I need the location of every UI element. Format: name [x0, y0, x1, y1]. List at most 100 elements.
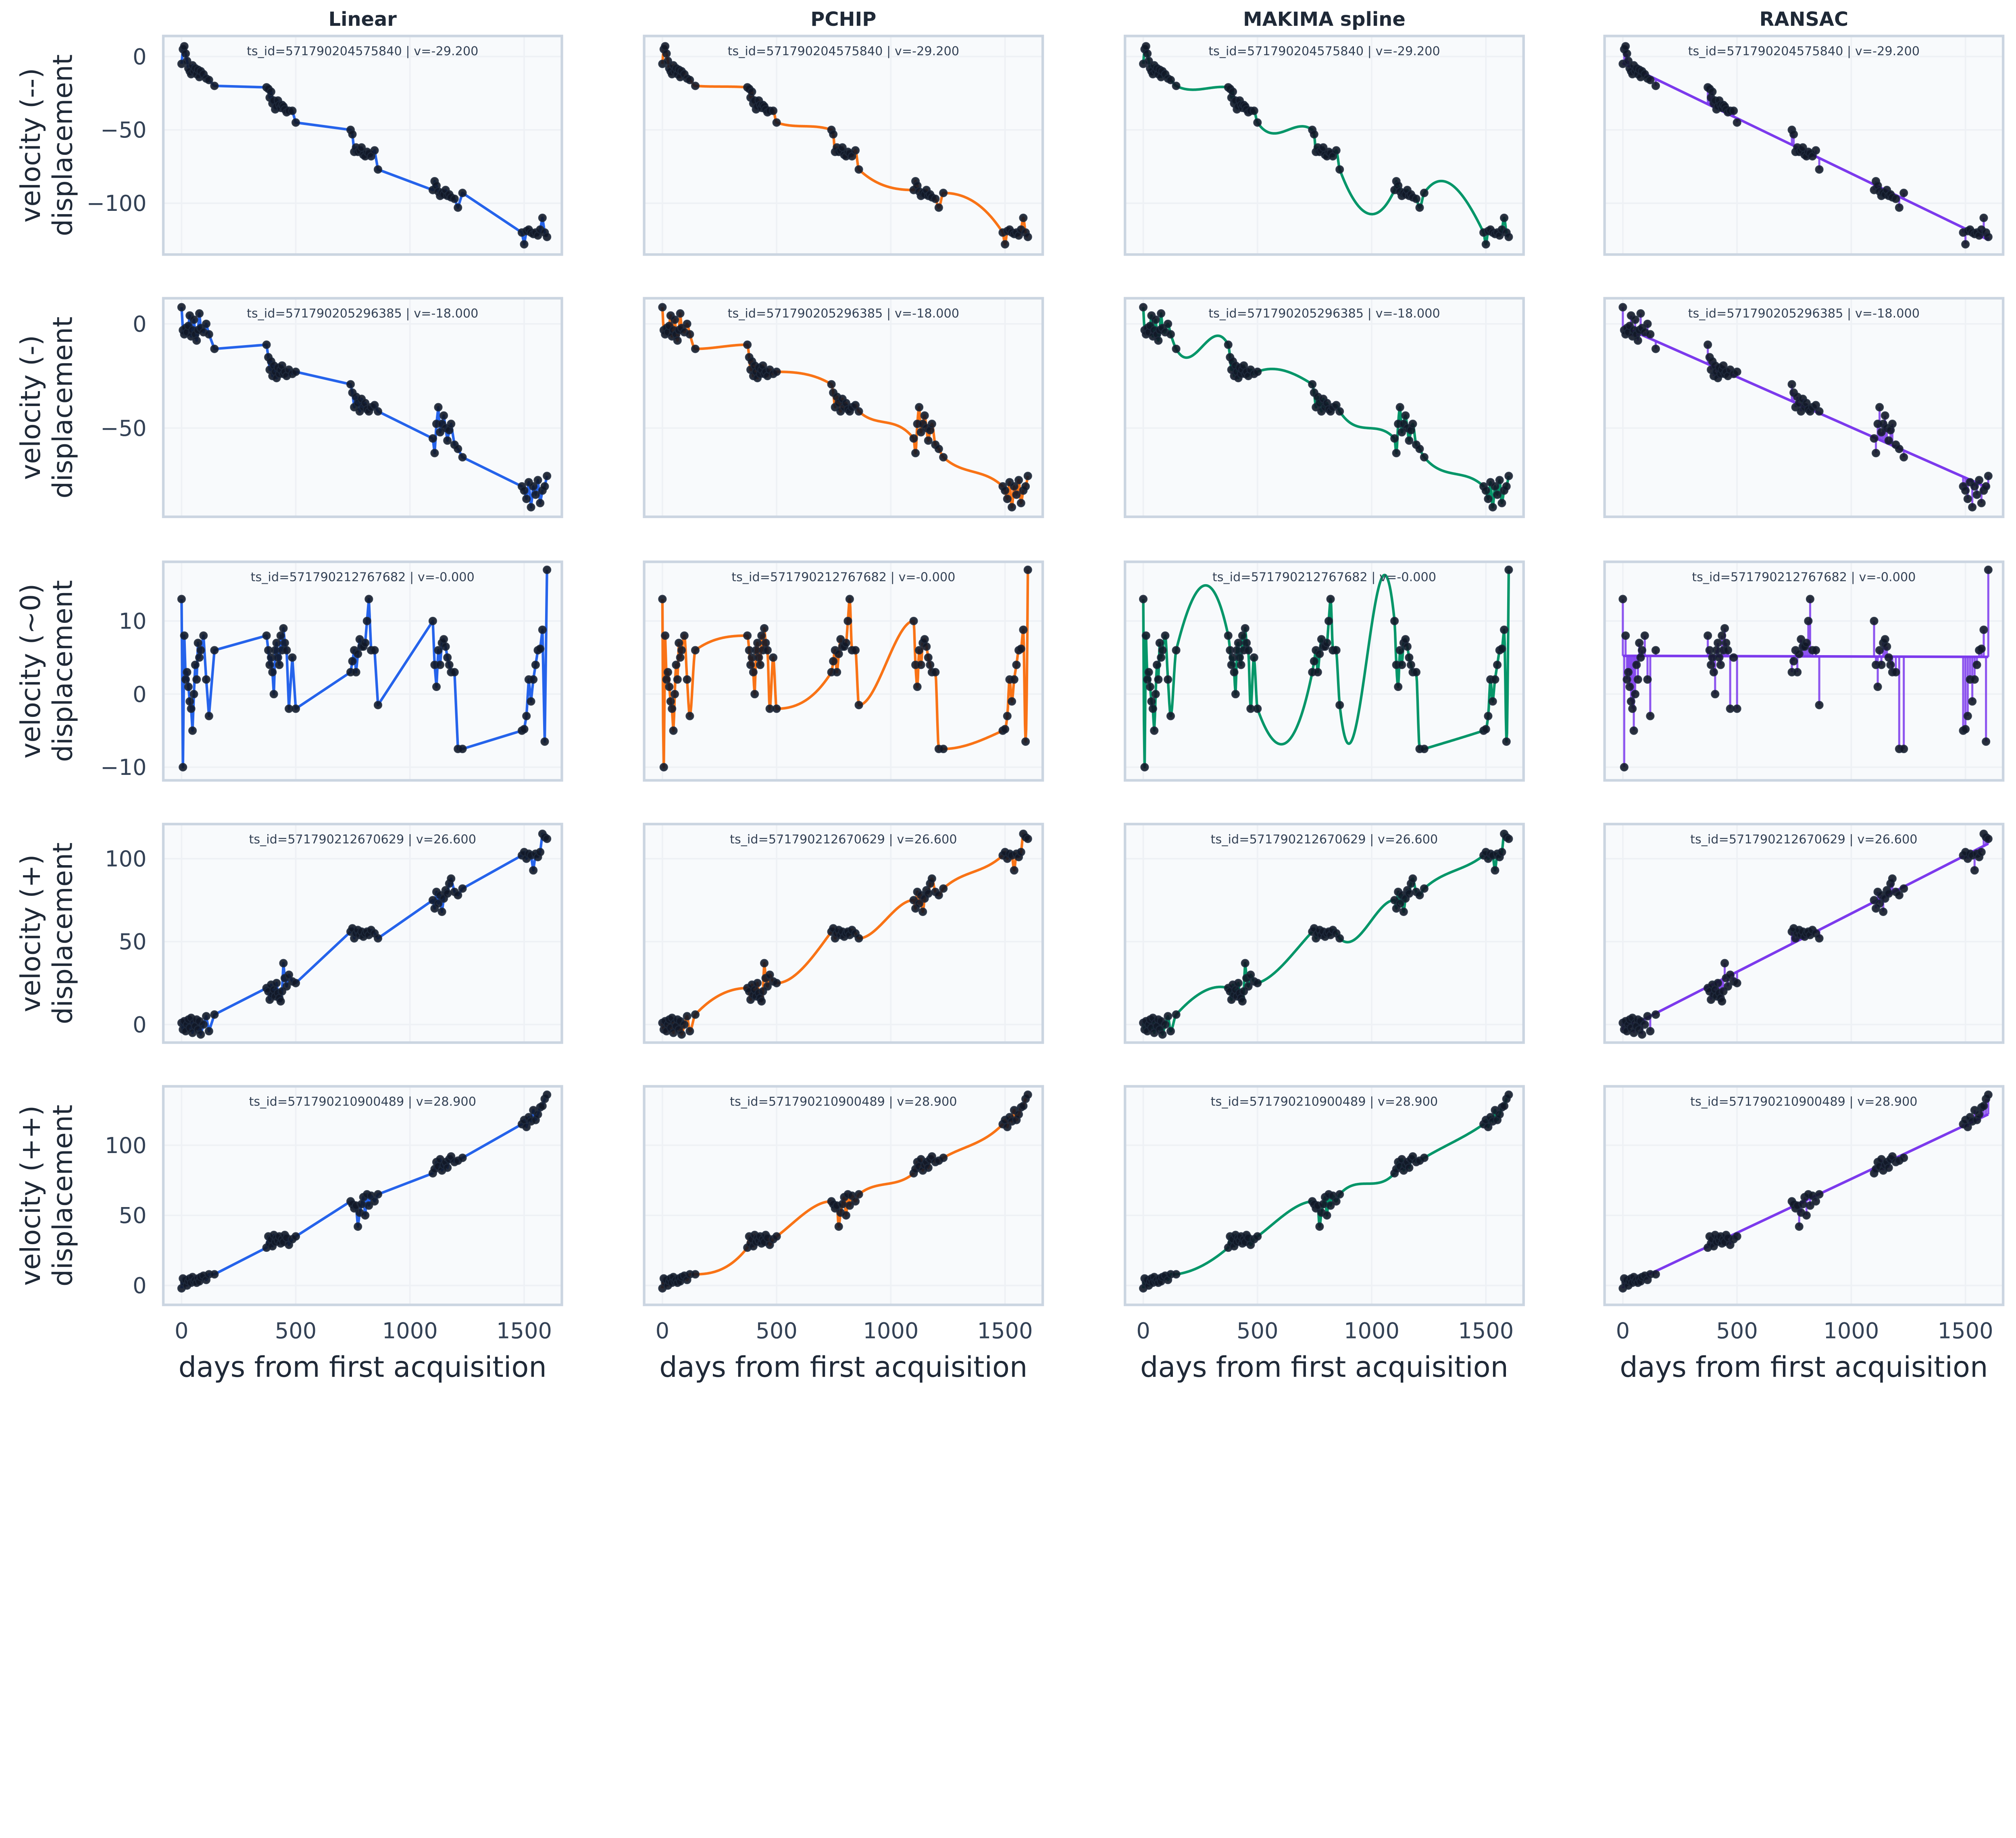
- data-point: [1497, 499, 1506, 508]
- data-point: [180, 631, 189, 640]
- data-point: [1884, 889, 1893, 898]
- data-point: [1003, 712, 1012, 720]
- data-point: [183, 668, 192, 677]
- plot-area: [177, 42, 552, 249]
- y-tick-label: 0: [133, 311, 146, 337]
- data-point: [1315, 649, 1324, 658]
- data-point: [1405, 1163, 1414, 1172]
- plot-frame: [643, 822, 1044, 1044]
- data-point: [685, 75, 694, 84]
- panel-ransac-row-2: ts_id=571790205296385 | v=-18.000: [1603, 297, 2005, 518]
- data-point: [1726, 970, 1735, 979]
- data-point: [1157, 653, 1166, 662]
- data-point: [1795, 1222, 1804, 1231]
- data-point: [1335, 934, 1344, 943]
- data-point: [746, 660, 755, 669]
- plot-frame: [643, 297, 1044, 518]
- data-point: [1879, 908, 1888, 916]
- y-tick-label: 0: [133, 1012, 146, 1037]
- y-axis-label: displacement: [47, 316, 79, 498]
- y-axis-label: velocity (~0): [15, 584, 46, 759]
- data-point: [1718, 631, 1727, 640]
- panel-pchip-row-3: ts_id=571790212767682 | v=-0.000: [643, 560, 1044, 782]
- plot-background: [163, 562, 562, 781]
- series-annotation: ts_id=571790212670629 | v=26.600: [730, 833, 957, 847]
- data-point: [934, 444, 943, 453]
- x-tick-label: 500: [756, 1318, 797, 1344]
- data-point: [920, 635, 929, 644]
- data-point: [1502, 737, 1511, 746]
- data-point: [1977, 499, 1986, 508]
- data-point: [1150, 726, 1159, 735]
- x-tick-label: 500: [275, 1318, 317, 1344]
- series-annotation: ts_id=571790204575840 | v=-29.200: [728, 44, 959, 58]
- data-point: [1481, 725, 1490, 734]
- data-point: [373, 407, 382, 416]
- data-point: [851, 146, 860, 155]
- data-point: [1631, 315, 1640, 324]
- data-point: [1789, 657, 1798, 666]
- data-point: [1231, 690, 1240, 699]
- data-point: [756, 660, 764, 669]
- data-point: [1420, 884, 1429, 893]
- data-point: [827, 380, 836, 389]
- data-point: [1420, 1153, 1429, 1162]
- data-point: [1895, 444, 1904, 453]
- data-point: [760, 624, 769, 633]
- data-point: [292, 704, 300, 713]
- data-point: [753, 639, 762, 647]
- y-axis-label: displacement: [47, 580, 79, 762]
- x-tick-label: 500: [1237, 1318, 1278, 1344]
- y-tick-label: 10: [119, 608, 147, 634]
- data-point: [1884, 653, 1893, 662]
- plot-area: [1618, 303, 1993, 512]
- data-point: [1405, 889, 1414, 898]
- data-point: [1704, 631, 1712, 640]
- data-point: [204, 712, 213, 720]
- plot-background: [644, 562, 1043, 781]
- data-point: [680, 1020, 689, 1029]
- plot-area: [1618, 1090, 1993, 1293]
- data-point: [1390, 434, 1399, 443]
- data-point: [841, 1211, 850, 1220]
- plot-area: [1618, 42, 1993, 249]
- series-annotation: ts_id=571790210900489 | v=28.900: [1690, 1095, 1918, 1109]
- data-point: [927, 874, 936, 883]
- data-point: [1497, 847, 1506, 857]
- data-point: [1405, 436, 1414, 445]
- data-point: [1332, 401, 1341, 410]
- data-point: [180, 42, 189, 51]
- x-tick-label: 1000: [863, 1318, 918, 1344]
- data-point: [536, 644, 545, 653]
- data-point: [1636, 653, 1645, 662]
- x-tick-label: 1500: [496, 1318, 552, 1344]
- data-point: [1161, 1020, 1170, 1029]
- data-point: [920, 411, 929, 420]
- data-point: [669, 726, 678, 735]
- data-point: [1806, 1201, 1814, 1210]
- data-point: [1324, 616, 1333, 625]
- data-point: [1815, 407, 1824, 416]
- data-point: [1484, 494, 1493, 503]
- data-point: [454, 203, 462, 212]
- plot-frame: [643, 560, 1044, 782]
- data-point: [854, 934, 863, 943]
- series-annotation: ts_id=571790212670629 | v=26.600: [1211, 833, 1438, 847]
- data-point: [458, 453, 467, 462]
- data-point: [670, 315, 679, 324]
- data-point: [187, 704, 196, 713]
- data-point: [1164, 675, 1173, 684]
- data-point: [1235, 653, 1244, 662]
- data-point: [1484, 1122, 1493, 1131]
- data-point: [1151, 690, 1160, 699]
- x-tick-label: 1500: [1938, 1318, 1993, 1344]
- data-point: [1804, 616, 1813, 625]
- data-point: [443, 1163, 452, 1172]
- data-point: [273, 653, 282, 662]
- data-point: [1806, 595, 1814, 604]
- data-point: [939, 884, 948, 893]
- data-point: [913, 682, 922, 691]
- data-point: [1244, 982, 1253, 991]
- data-point: [269, 690, 278, 699]
- data-point: [522, 494, 531, 503]
